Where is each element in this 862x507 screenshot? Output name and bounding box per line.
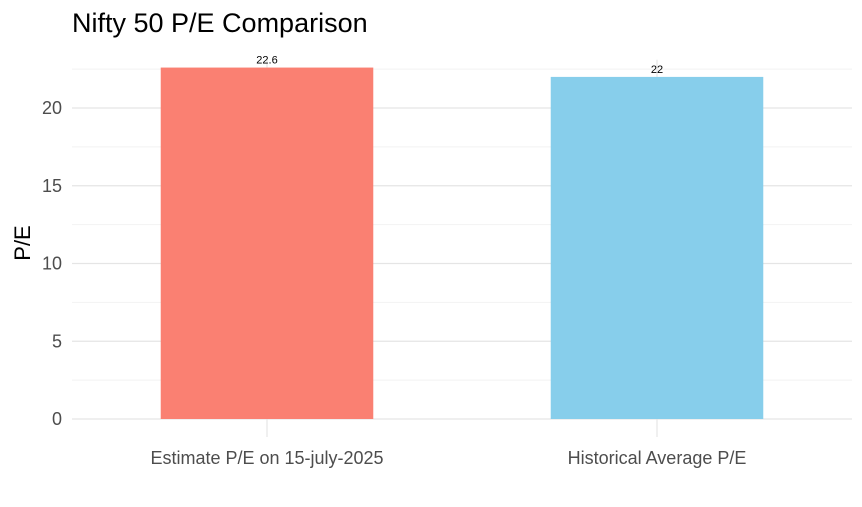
bar-value-label: 22	[651, 64, 663, 76]
y-tick-label: 20	[42, 98, 62, 118]
y-tick-label: 15	[42, 176, 62, 196]
y-tick-label: 0	[52, 409, 62, 429]
y-tick-label: 5	[52, 331, 62, 351]
data-labels: 22.6 22	[256, 55, 663, 76]
x-tick-label: Historical Average P/E	[568, 448, 747, 468]
bar	[550, 76, 764, 420]
x-axis-ticks: Estimate P/E on 15-july-2025 Historical A…	[150, 448, 746, 468]
x-tick-label: Estimate P/E on 15-july-2025	[150, 448, 383, 468]
y-axis-label: P/E	[10, 225, 35, 260]
bar	[160, 67, 374, 419]
y-axis-ticks: 0 5 10 15 20	[42, 98, 62, 429]
bar-value-label: 22.6	[256, 55, 277, 67]
bars	[160, 67, 764, 420]
chart-title: Nifty 50 P/E Comparison	[72, 8, 368, 38]
y-tick-label: 10	[42, 254, 62, 274]
